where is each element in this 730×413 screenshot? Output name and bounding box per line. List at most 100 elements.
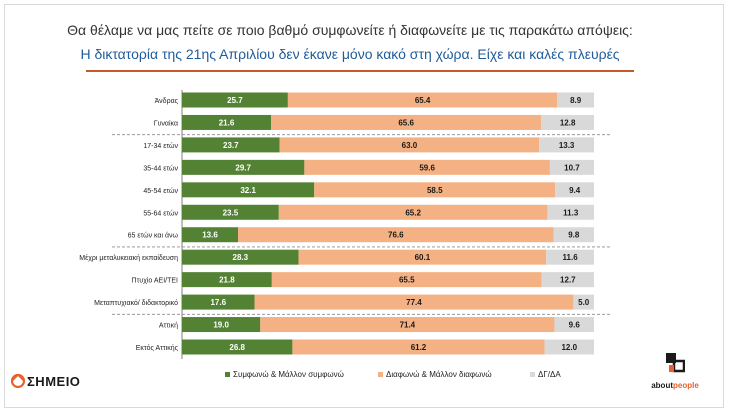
data-label: 13.6	[202, 231, 218, 240]
category-label: Αττική	[159, 323, 178, 330]
data-label: 25.7	[227, 96, 243, 105]
bar-segment-dk	[554, 317, 594, 333]
data-label: 21.8	[219, 276, 235, 285]
category-label: Άνδρας	[155, 98, 179, 105]
data-label: 9.4	[569, 186, 581, 195]
category-label: 35-44 ετών	[143, 164, 178, 172]
bar-segment-agree	[182, 272, 272, 288]
bar-segment-disagree	[260, 317, 555, 333]
legend-label-dk: ΔΓ/ΔΑ	[538, 370, 561, 379]
data-label: 28.3	[233, 253, 249, 262]
data-label: 60.1	[415, 253, 431, 262]
bar-segment-disagree	[238, 227, 554, 243]
bar-segment-agree	[182, 294, 255, 310]
bar-segment-dk	[549, 159, 594, 175]
bar-segment-disagree	[287, 92, 558, 108]
data-label: 13.3	[559, 141, 575, 150]
data-label: 77.4	[406, 298, 422, 307]
legend-label-disagree: Διαφωνώ & Μάλλον διαφωνώ	[386, 370, 492, 379]
bar-segment-dk	[557, 92, 594, 108]
category-label: 55-64 ετών	[143, 209, 178, 217]
bar-segment-disagree	[278, 204, 548, 220]
data-label: 9.8	[568, 231, 580, 240]
bar-segment-dk	[541, 114, 594, 130]
aboutpeople-logo: aboutpeople	[640, 352, 710, 390]
bar-segment-disagree	[304, 159, 550, 175]
bar-segment-disagree	[279, 137, 540, 153]
data-label: 12.8	[560, 118, 576, 127]
category-label: Πτυχίο ΑΕΙ/ΤΕΙ	[132, 277, 179, 285]
aboutpeople-logo-icon	[666, 353, 686, 373]
legend-item-agree: Συμφωνώ & Μάλλον συμφωνώ	[225, 370, 344, 379]
data-label: 12.0	[561, 343, 577, 352]
legend-swatch-dk	[530, 372, 535, 377]
data-label: 71.4	[400, 321, 416, 330]
legend-label-agree: Συμφωνώ & Μάλλον συμφωνώ	[233, 370, 344, 379]
data-label: 9.6	[569, 321, 581, 330]
data-label: 10.7	[564, 163, 580, 172]
bar-segment-disagree	[270, 114, 542, 130]
data-label: 65.5	[399, 276, 415, 285]
category-label: Μέχρι μεταλυκειακή εκπαίδευση	[79, 254, 178, 262]
data-label: 23.7	[223, 141, 239, 150]
bar-segment-disagree	[292, 339, 545, 355]
title-divider	[86, 70, 634, 72]
data-label: 61.2	[411, 343, 427, 352]
bar-segment-dk	[547, 204, 594, 220]
legend-item-dk: ΔΓ/ΔΑ	[530, 370, 561, 379]
category-label: Εκτός Αττικής	[136, 344, 179, 352]
category-label: 17-34 ετών	[143, 142, 178, 150]
bar-segment-agree	[182, 92, 288, 108]
data-label: 76.6	[388, 231, 404, 240]
bar-segment-disagree	[314, 182, 556, 198]
category-label: 65 ετών και άνω	[128, 232, 179, 240]
logo-about: about	[651, 381, 673, 390]
bar-segment-agree	[182, 137, 280, 153]
bar-segment-dk	[553, 227, 594, 243]
data-label: 65.4	[415, 96, 431, 105]
bar-segment-dk	[555, 182, 594, 198]
bar-segment-agree	[182, 159, 305, 175]
bar-segment-agree	[182, 114, 271, 130]
chart-legend: Συμφωνώ & Μάλλον συμφωνώ Διαφωνώ & Μάλλο…	[0, 370, 720, 384]
bar-segment-agree	[182, 249, 299, 265]
category-label: Γυναίκα	[154, 119, 178, 127]
simeio-logo-icon	[10, 373, 26, 389]
bar-segment-agree	[182, 317, 261, 333]
bar-segment-disagree	[298, 249, 547, 265]
logo-people: people	[673, 381, 699, 390]
bar-segment-disagree	[271, 272, 542, 288]
bar-segment-disagree	[254, 294, 574, 310]
simeio-logo-text: ΣΗΜΕΙΟ	[27, 373, 81, 389]
bar-segment-agree	[182, 227, 239, 243]
data-label: 26.8	[229, 343, 245, 352]
bar-segment-dk	[539, 137, 594, 153]
data-label: 59.6	[419, 163, 435, 172]
bar-segment-dk	[541, 272, 594, 288]
data-label: 11.6	[563, 253, 579, 262]
chart-title: Θα θέλαμε να μας πείτε σε ποιο βαθμό συμ…	[67, 22, 633, 38]
category-label: Μεταπτυχιακό/ διδακτορικό	[94, 299, 178, 307]
data-label: 65.2	[405, 208, 421, 217]
data-label: 19.0	[213, 321, 229, 330]
chart-subtitle: Η δικτατορία της 21ης Απριλίου δεν έκανε…	[80, 46, 620, 62]
data-label: 32.1	[240, 186, 256, 195]
data-label: 23.5	[223, 208, 239, 217]
data-label: 29.7	[235, 163, 251, 172]
data-label: 58.5	[427, 186, 443, 195]
data-label: 17.6	[210, 298, 226, 307]
data-label: 11.3	[563, 208, 579, 217]
data-label: 63.0	[402, 141, 418, 150]
legend-item-disagree: Διαφωνώ & Μάλλον διαφωνώ	[378, 370, 492, 379]
bar-segment-dk	[546, 249, 594, 265]
legend-swatch-disagree	[378, 372, 383, 377]
legend-swatch-agree	[225, 372, 230, 377]
aboutpeople-logo-text: aboutpeople	[640, 381, 710, 390]
data-label: 65.6	[398, 118, 414, 127]
bar-segment-agree	[182, 339, 293, 355]
data-label: 21.6	[219, 118, 235, 127]
data-label: 12.7	[560, 276, 576, 285]
data-label: 8.9	[570, 96, 582, 105]
data-label: 5.0	[578, 298, 590, 307]
